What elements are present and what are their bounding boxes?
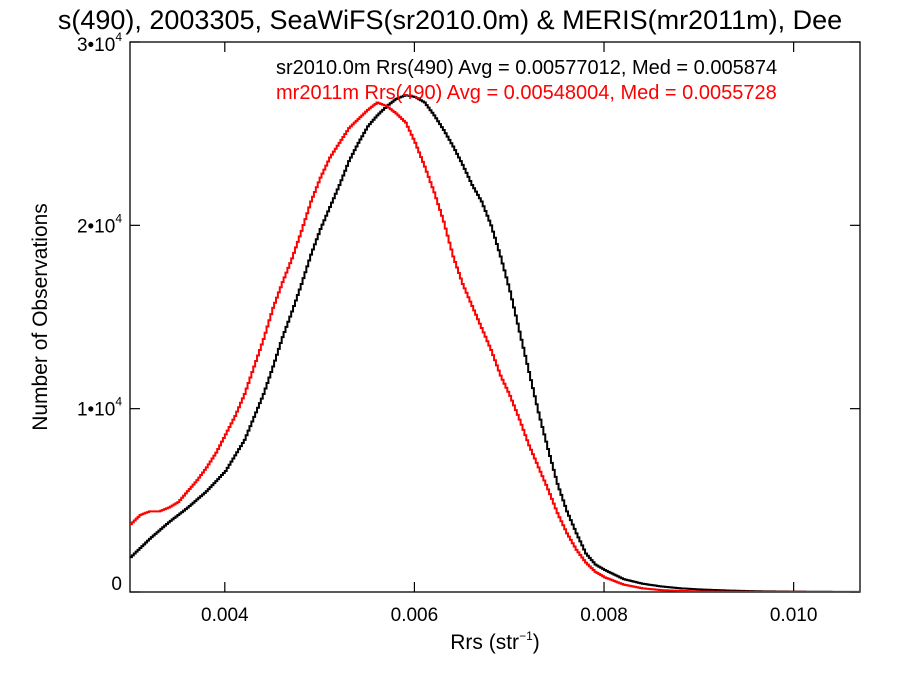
y-axis: 0 1•104 2•104 3•104 (77, 30, 860, 595)
grid-layer (129, 41, 861, 593)
x-tick-label-2: 0.008 (580, 605, 628, 626)
x-axis-label: Rrs (str−1) (450, 629, 540, 654)
y-tick-label-3: 3•104 (77, 30, 122, 56)
plot-frame (129, 41, 861, 593)
legend-entry-sr2010: sr2010.0m Rrs(490) Avg = 0.00577012, Med… (276, 57, 777, 79)
x-axis-label-end: ) (533, 631, 540, 654)
legend-entry-mr2011m: mr2011m Rrs(490) Avg = 0.00548004, Med =… (276, 82, 777, 104)
series-line-1 (130, 101, 860, 592)
x-axis: 0.004 0.006 0.008 0.010 (201, 42, 817, 626)
x-tick-label-3: 0.010 (770, 605, 818, 626)
legend: sr2010.0m Rrs(490) Avg = 0.00577012, Med… (276, 57, 777, 104)
y-tick-label-0: 0 (111, 574, 122, 595)
series-layer (130, 94, 860, 592)
chart-title: s(490), 2003305, SeaWiFS(sr2010.0m) & ME… (58, 5, 842, 35)
x-axis-label-superscript: −1 (519, 629, 533, 643)
y-tick-label-2: 2•104 (77, 211, 122, 237)
y-tick-label-1: 1•104 (77, 395, 122, 421)
series-line-0 (130, 94, 860, 592)
y-axis-label: Number of Observations (29, 203, 52, 431)
x-tick-label-0: 0.004 (201, 605, 249, 626)
x-axis-label-main: Rrs (str (450, 631, 519, 654)
x-tick-label-1: 0.006 (391, 605, 439, 626)
